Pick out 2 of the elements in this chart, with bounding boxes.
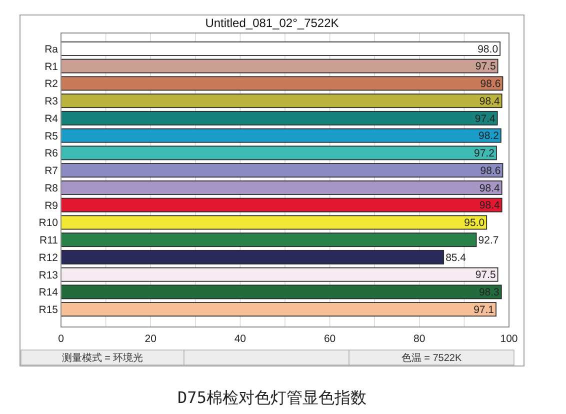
title: Untitled_081_02°_7522K: [205, 16, 339, 30]
caption: D75棉检对色灯管显色指数: [178, 388, 366, 407]
